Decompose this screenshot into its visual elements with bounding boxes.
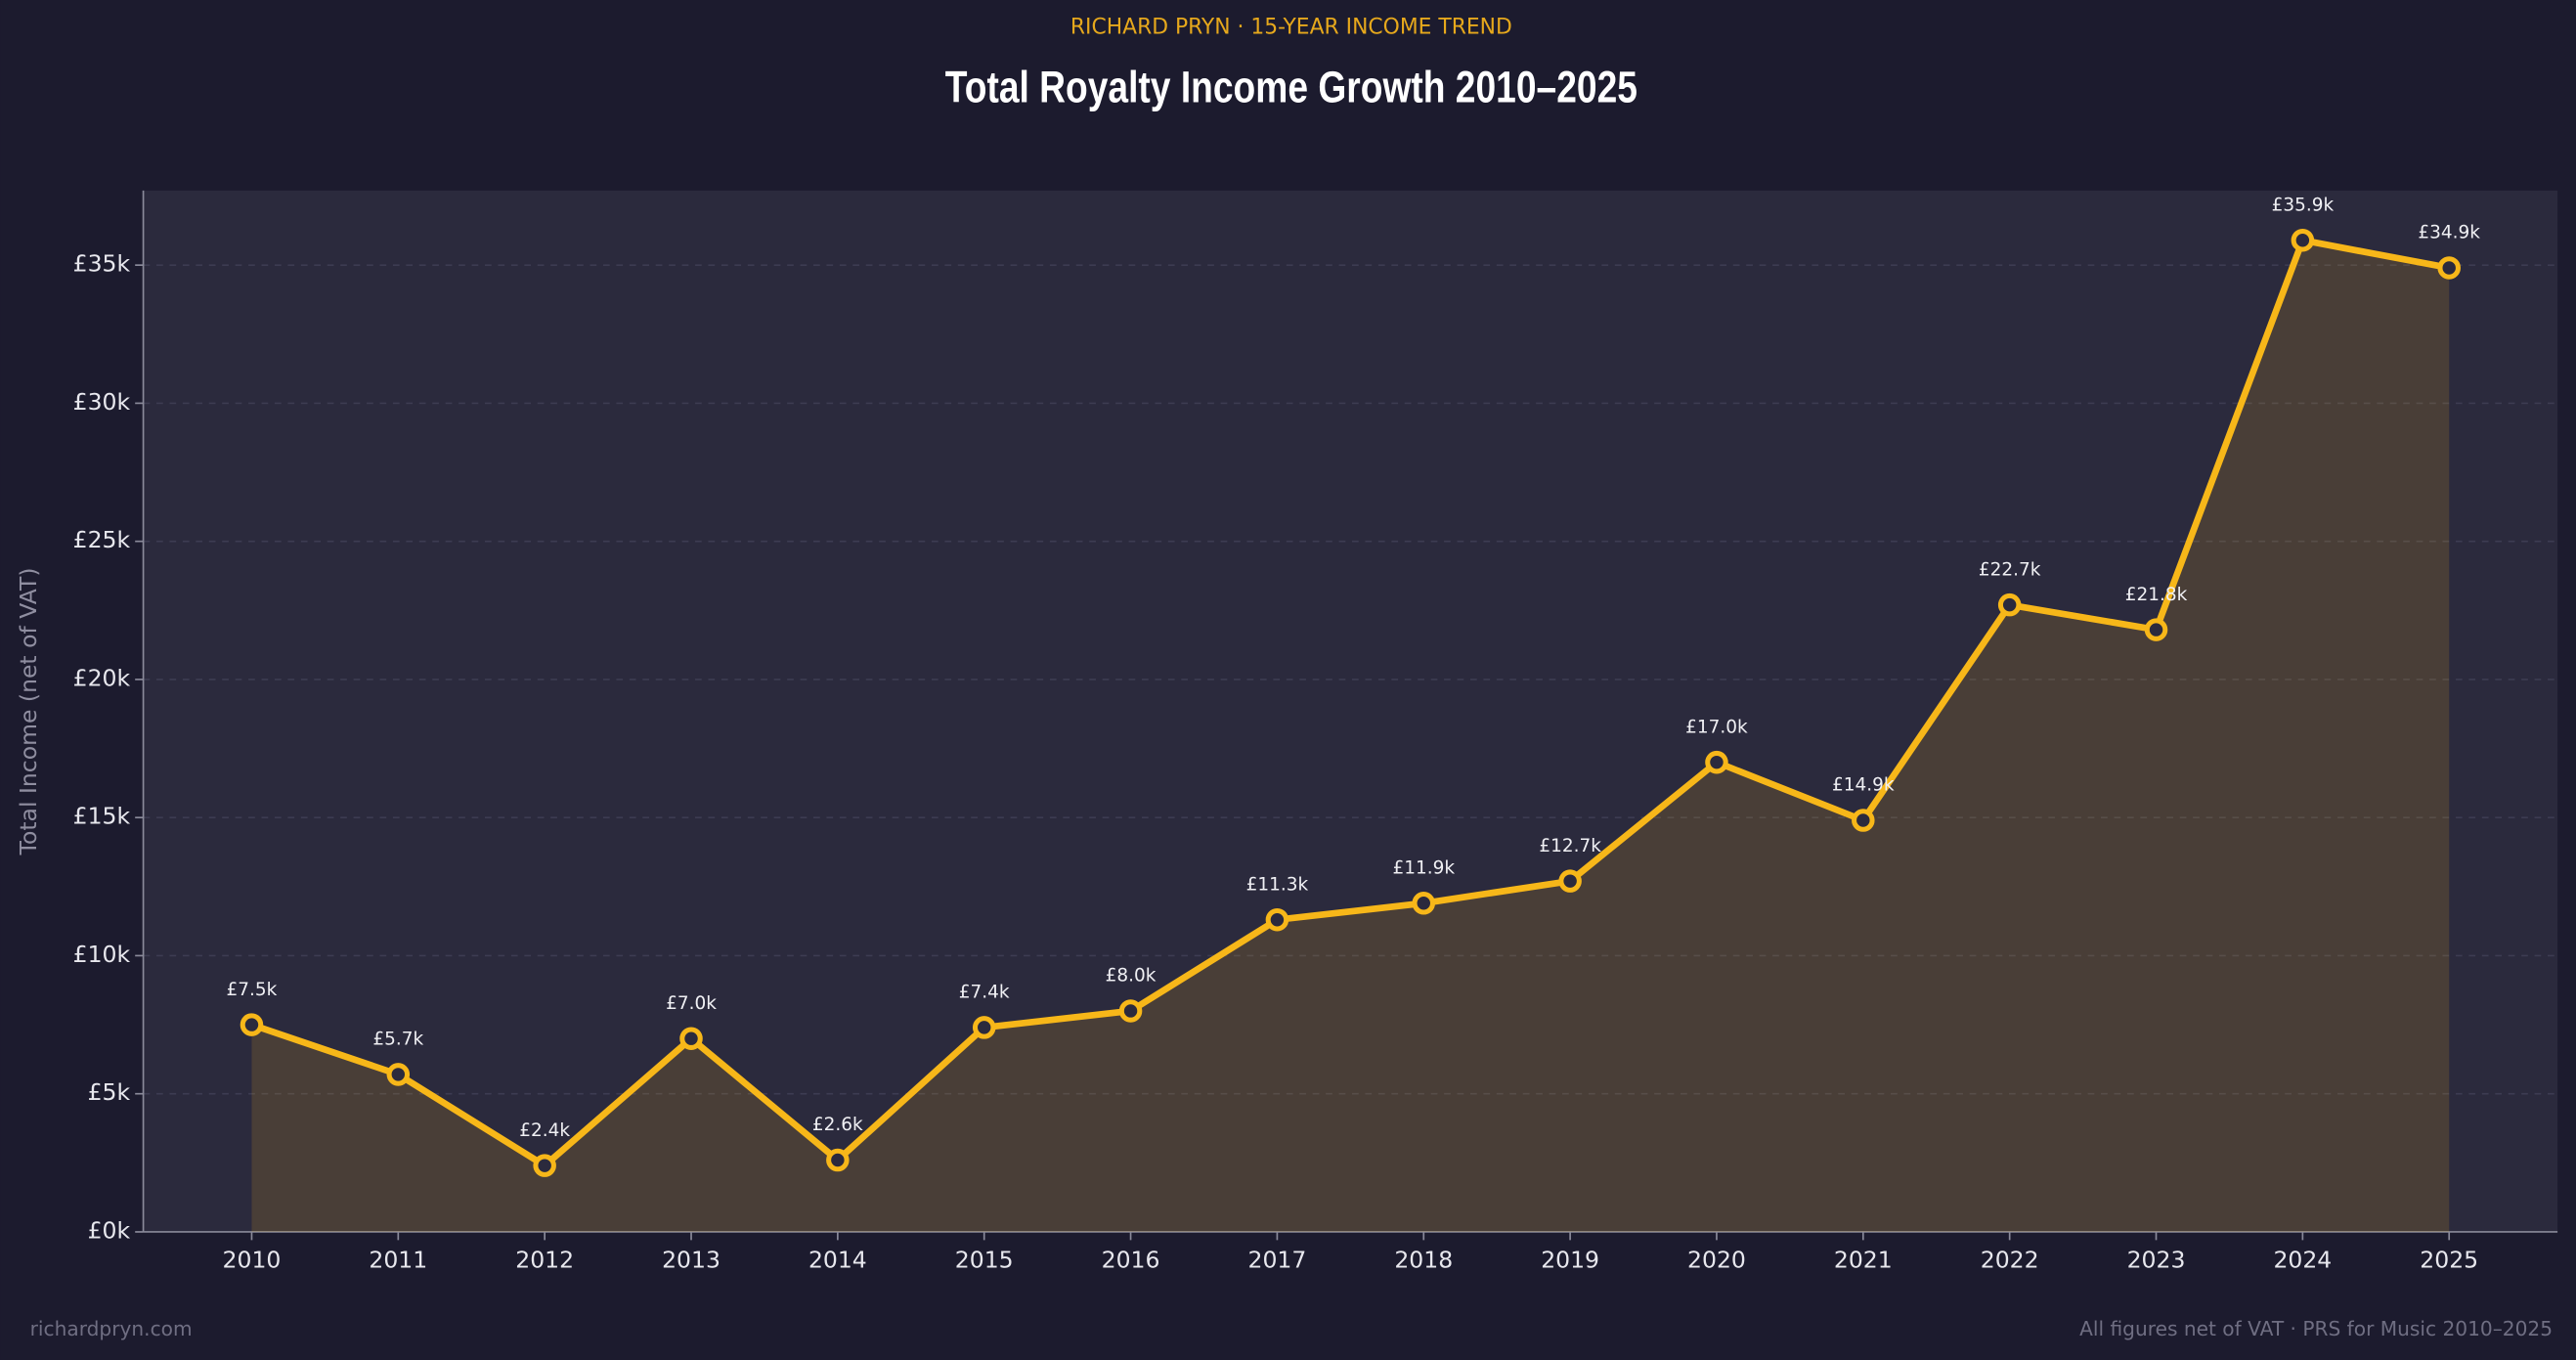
value-label: £12.7k [1539, 836, 1601, 856]
point [1412, 892, 1436, 915]
x-tick-label: 2021 [1834, 1247, 1893, 1274]
y-tick-label: £15k [73, 803, 131, 830]
area [251, 240, 2450, 1232]
value-label: £21.8k [2125, 585, 2188, 605]
x-tick-label: 2024 [2273, 1247, 2332, 1274]
value-label: £11.3k [1246, 874, 1309, 895]
point [386, 1063, 411, 1086]
value-label: £17.0k [1685, 717, 1748, 737]
x-tick-label: 2013 [662, 1247, 720, 1274]
x-tick-label: 2010 [223, 1247, 282, 1274]
value-label: £35.9k [2272, 195, 2335, 215]
value-label: £34.9k [2418, 223, 2480, 243]
x-tick-label: 2022 [1981, 1247, 2039, 1274]
footer-left: richardpryn.com [30, 1317, 193, 1340]
point [1265, 907, 1289, 932]
y-tick-label: £25k [73, 526, 131, 553]
x-tick-label: 2012 [515, 1247, 574, 1274]
y-tick-label: £35k [73, 250, 131, 278]
x-tick-label: 2014 [808, 1247, 867, 1274]
y-tick-label: £20k [73, 664, 131, 691]
chart-title: Total Royalty Income Growth 2010–2025 [945, 62, 1637, 111]
x-tick-label: 2017 [1248, 1247, 1307, 1274]
point [1997, 592, 2022, 617]
point [1558, 869, 1582, 893]
x-tick-label: 2011 [369, 1247, 427, 1274]
y-tick-label: £30k [73, 388, 131, 416]
value-label: £22.7k [1979, 559, 2041, 580]
y-tick-label: £0k [88, 1216, 131, 1244]
point [533, 1154, 556, 1177]
value-label: £11.9k [1392, 857, 1455, 878]
value-label: £14.9k [1832, 775, 1895, 796]
value-label: £2.6k [812, 1115, 863, 1135]
x-tick-label: 2020 [1687, 1247, 1746, 1274]
line [250, 237, 2450, 1169]
point [2437, 256, 2461, 280]
x-tick-label: 2016 [1102, 1247, 1160, 1274]
y-axis-label: Total Income (net of VAT) [15, 567, 42, 855]
y-tick-label: £10k [73, 941, 131, 968]
value-label: £7.5k [227, 980, 278, 1000]
value-label: £5.7k [372, 1030, 423, 1050]
point [240, 1013, 264, 1036]
value-label: £7.0k [666, 993, 717, 1014]
footer-right: All figures net of VAT · PRS for Music 2… [2079, 1317, 2553, 1340]
x-tick-label: 2023 [2127, 1247, 2186, 1274]
point [1852, 809, 1875, 832]
x-tick-label: 2018 [1394, 1247, 1453, 1274]
point [826, 1148, 850, 1172]
value-label: £7.4k [959, 983, 1010, 1003]
point [2144, 618, 2168, 641]
point [1118, 999, 1143, 1023]
plot-area [143, 190, 2558, 1232]
x-tick-label: 2025 [2420, 1247, 2478, 1274]
x-tick-label: 2019 [1541, 1247, 1599, 1274]
value-label: £8.0k [1106, 966, 1157, 987]
chart-subtitle: RICHARD PRYN · 15-YEAR INCOME TREND [1070, 16, 1512, 40]
point [2291, 228, 2315, 252]
point [679, 1027, 703, 1050]
point [1705, 750, 1728, 774]
y-tick-label: £5k [88, 1078, 131, 1106]
point [972, 1016, 996, 1039]
value-label: £2.4k [519, 1120, 570, 1141]
x-tick-label: 2015 [955, 1247, 1014, 1274]
